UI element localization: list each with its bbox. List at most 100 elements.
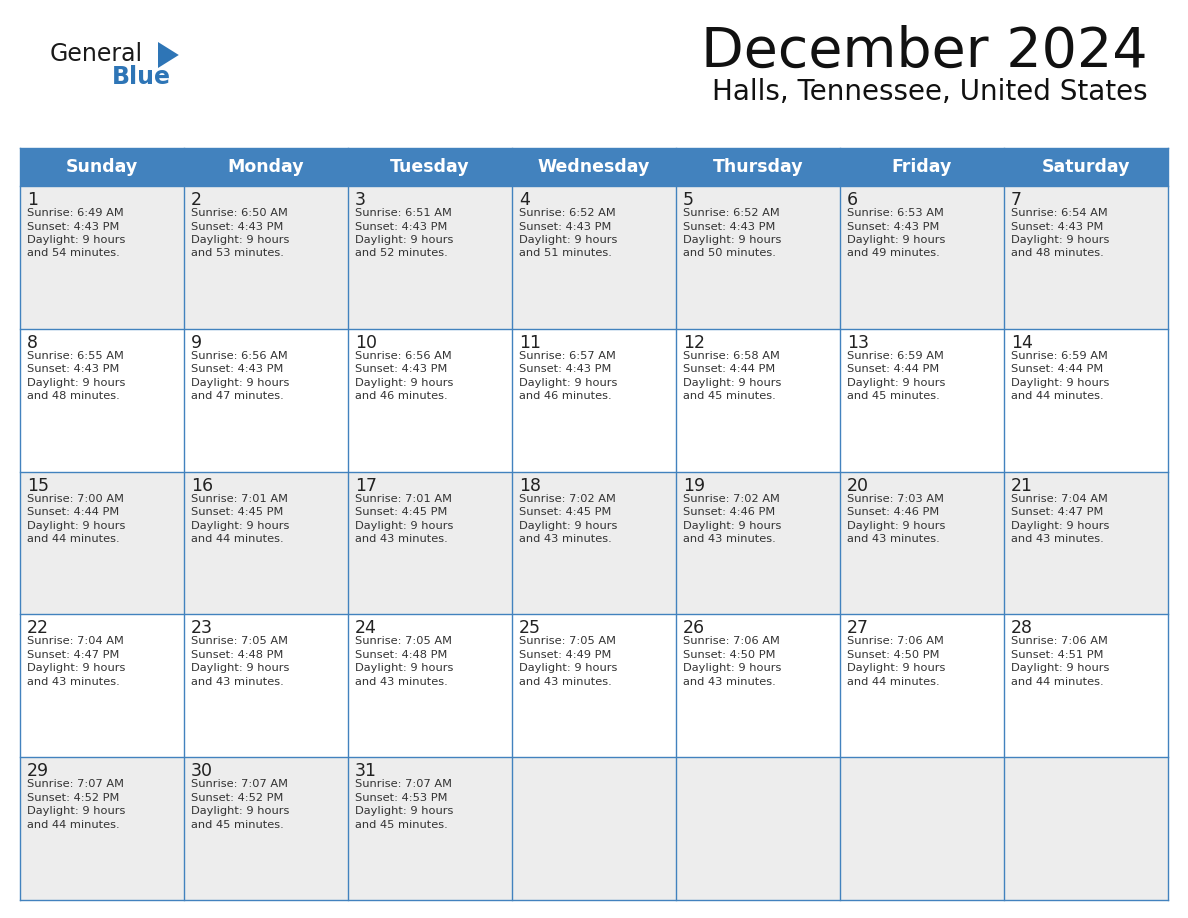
Text: Daylight: 9 hours: Daylight: 9 hours: [191, 235, 290, 245]
Bar: [348, 329, 512, 472]
Text: Daylight: 9 hours: Daylight: 9 hours: [355, 664, 454, 674]
Text: Sunset: 4:43 PM: Sunset: 4:43 PM: [355, 364, 448, 375]
Text: December 2024: December 2024: [701, 25, 1148, 79]
Text: Sunset: 4:49 PM: Sunset: 4:49 PM: [519, 650, 612, 660]
Text: Sunrise: 6:55 AM: Sunrise: 6:55 AM: [27, 351, 124, 361]
Text: 31: 31: [355, 762, 377, 780]
Text: and 43 minutes.: and 43 minutes.: [27, 677, 120, 687]
Text: and 45 minutes.: and 45 minutes.: [355, 820, 448, 830]
Text: 26: 26: [683, 620, 706, 637]
Text: Sunset: 4:44 PM: Sunset: 4:44 PM: [27, 507, 119, 517]
Text: Sunset: 4:48 PM: Sunset: 4:48 PM: [355, 650, 448, 660]
Text: Sunset: 4:43 PM: Sunset: 4:43 PM: [191, 221, 284, 231]
Bar: [512, 186, 676, 329]
Text: 1: 1: [27, 191, 38, 209]
Text: Daylight: 9 hours: Daylight: 9 hours: [27, 521, 126, 531]
Bar: [348, 186, 512, 329]
Bar: [184, 472, 348, 614]
Bar: [1004, 614, 1168, 757]
Text: 11: 11: [519, 334, 541, 352]
Text: Daylight: 9 hours: Daylight: 9 hours: [519, 664, 618, 674]
Text: Sunrise: 6:56 AM: Sunrise: 6:56 AM: [191, 351, 287, 361]
Text: and 43 minutes.: and 43 minutes.: [1011, 534, 1104, 544]
Text: Sunrise: 6:58 AM: Sunrise: 6:58 AM: [683, 351, 779, 361]
Text: 17: 17: [355, 476, 377, 495]
Bar: [840, 186, 1004, 329]
Text: and 43 minutes.: and 43 minutes.: [355, 677, 448, 687]
Bar: [676, 186, 840, 329]
Text: and 43 minutes.: and 43 minutes.: [683, 677, 776, 687]
Text: Friday: Friday: [892, 158, 953, 176]
Text: Saturday: Saturday: [1042, 158, 1130, 176]
Text: and 48 minutes.: and 48 minutes.: [1011, 249, 1104, 259]
Text: Sunrise: 7:00 AM: Sunrise: 7:00 AM: [27, 494, 124, 504]
Text: Sunset: 4:52 PM: Sunset: 4:52 PM: [27, 793, 119, 802]
Bar: [512, 329, 676, 472]
Text: 8: 8: [27, 334, 38, 352]
Polygon shape: [158, 42, 179, 68]
Text: Sunrise: 7:05 AM: Sunrise: 7:05 AM: [355, 636, 451, 646]
Text: Sunrise: 7:01 AM: Sunrise: 7:01 AM: [191, 494, 287, 504]
Bar: [676, 757, 840, 900]
Text: 5: 5: [683, 191, 694, 209]
Text: Sunrise: 6:53 AM: Sunrise: 6:53 AM: [847, 208, 944, 218]
Text: and 43 minutes.: and 43 minutes.: [355, 534, 448, 544]
Text: 4: 4: [519, 191, 530, 209]
Text: Daylight: 9 hours: Daylight: 9 hours: [683, 521, 782, 531]
Text: Sunrise: 7:05 AM: Sunrise: 7:05 AM: [191, 636, 287, 646]
Text: Sunrise: 7:06 AM: Sunrise: 7:06 AM: [683, 636, 779, 646]
Text: 2: 2: [191, 191, 202, 209]
Text: Daylight: 9 hours: Daylight: 9 hours: [847, 521, 946, 531]
Text: Daylight: 9 hours: Daylight: 9 hours: [27, 235, 126, 245]
Bar: [840, 757, 1004, 900]
Text: and 43 minutes.: and 43 minutes.: [683, 534, 776, 544]
Text: Sunset: 4:46 PM: Sunset: 4:46 PM: [683, 507, 776, 517]
Text: Sunset: 4:45 PM: Sunset: 4:45 PM: [519, 507, 612, 517]
Text: and 48 minutes.: and 48 minutes.: [27, 391, 120, 401]
Text: 12: 12: [683, 334, 704, 352]
Text: 13: 13: [847, 334, 868, 352]
Text: Daylight: 9 hours: Daylight: 9 hours: [847, 378, 946, 387]
Text: Sunset: 4:43 PM: Sunset: 4:43 PM: [519, 364, 612, 375]
Bar: [20, 472, 184, 614]
Text: and 54 minutes.: and 54 minutes.: [27, 249, 120, 259]
Text: Sunset: 4:43 PM: Sunset: 4:43 PM: [683, 221, 776, 231]
Text: Sunrise: 7:06 AM: Sunrise: 7:06 AM: [1011, 636, 1108, 646]
Text: and 51 minutes.: and 51 minutes.: [519, 249, 612, 259]
Text: Sunset: 4:44 PM: Sunset: 4:44 PM: [1011, 364, 1104, 375]
Text: Daylight: 9 hours: Daylight: 9 hours: [847, 664, 946, 674]
Text: Sunset: 4:43 PM: Sunset: 4:43 PM: [847, 221, 940, 231]
Text: Thursday: Thursday: [713, 158, 803, 176]
Text: Sunset: 4:53 PM: Sunset: 4:53 PM: [355, 793, 448, 802]
Text: Sunrise: 7:07 AM: Sunrise: 7:07 AM: [191, 779, 287, 789]
Text: Sunset: 4:43 PM: Sunset: 4:43 PM: [1011, 221, 1104, 231]
Text: Daylight: 9 hours: Daylight: 9 hours: [355, 806, 454, 816]
Text: Daylight: 9 hours: Daylight: 9 hours: [355, 378, 454, 387]
Bar: [1004, 329, 1168, 472]
Text: Daylight: 9 hours: Daylight: 9 hours: [27, 664, 126, 674]
Text: and 43 minutes.: and 43 minutes.: [519, 677, 612, 687]
Text: 19: 19: [683, 476, 706, 495]
Text: Sunset: 4:45 PM: Sunset: 4:45 PM: [191, 507, 284, 517]
Text: 15: 15: [27, 476, 49, 495]
Text: Sunrise: 6:50 AM: Sunrise: 6:50 AM: [191, 208, 287, 218]
Text: 18: 18: [519, 476, 541, 495]
Text: Daylight: 9 hours: Daylight: 9 hours: [847, 235, 946, 245]
Text: Sunset: 4:43 PM: Sunset: 4:43 PM: [519, 221, 612, 231]
Text: and 47 minutes.: and 47 minutes.: [191, 391, 284, 401]
Text: Sunset: 4:43 PM: Sunset: 4:43 PM: [27, 364, 119, 375]
Text: Sunset: 4:50 PM: Sunset: 4:50 PM: [847, 650, 940, 660]
Bar: [184, 329, 348, 472]
Text: Daylight: 9 hours: Daylight: 9 hours: [683, 664, 782, 674]
Text: Sunrise: 7:07 AM: Sunrise: 7:07 AM: [355, 779, 451, 789]
Text: 6: 6: [847, 191, 858, 209]
Text: and 43 minutes.: and 43 minutes.: [191, 677, 284, 687]
Text: 9: 9: [191, 334, 202, 352]
Text: Daylight: 9 hours: Daylight: 9 hours: [683, 235, 782, 245]
Text: Daylight: 9 hours: Daylight: 9 hours: [27, 378, 126, 387]
Bar: [20, 186, 184, 329]
Text: Sunrise: 6:56 AM: Sunrise: 6:56 AM: [355, 351, 451, 361]
Bar: [1004, 757, 1168, 900]
Bar: [1004, 472, 1168, 614]
Bar: [512, 757, 676, 900]
